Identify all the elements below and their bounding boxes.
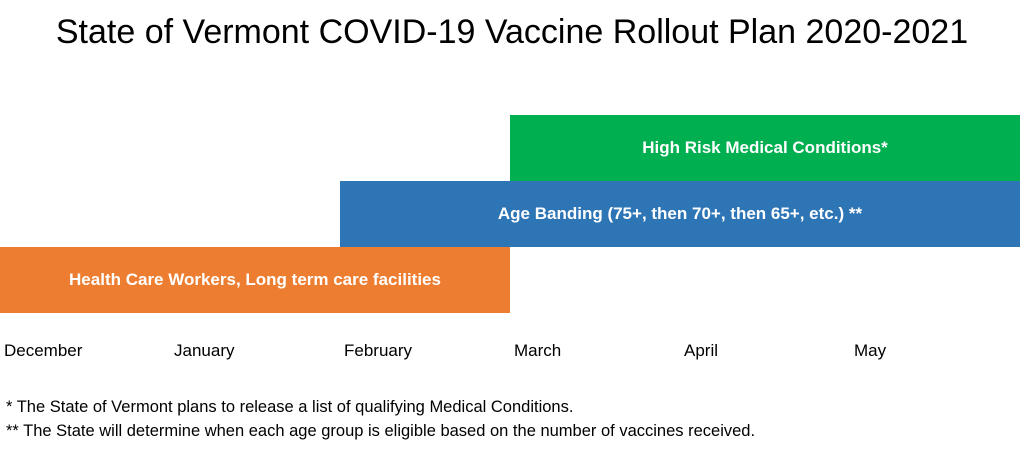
gantt-bar-3: Health Care Workers, Long term care faci…	[0, 247, 510, 313]
x-tick-label-april: April	[684, 341, 719, 360]
footnote-age-groups: ** The State will determine when each ag…	[6, 422, 756, 440]
gantt-chart: High Risk Medical Conditions* Age Banding…	[0, 100, 1024, 330]
x-tick-label-february: February	[344, 341, 413, 360]
x-tick-label-march: March	[514, 341, 562, 360]
gantt-bar-label-2: Age Banding (75+, then 70+, then 65+, et…	[497, 204, 863, 223]
x-tick-label-december: December	[4, 341, 83, 360]
chart-title: State of Vermont COVID-19 Vaccine Rollou…	[55, 13, 969, 51]
footnote-medical-conditions: * The State of Vermont plans to release …	[6, 398, 574, 416]
footnotes: * The State of Vermont plans to release …	[6, 395, 755, 443]
x-tick-label-may: May	[854, 341, 887, 360]
gantt-bar-2: Age Banding (75+, then 70+, then 65+, et…	[340, 181, 1020, 247]
gantt-bar-label-1: High Risk Medical Conditions*	[642, 138, 888, 157]
gantt-bar-1: High Risk Medical Conditions*	[510, 115, 1020, 181]
gantt-bar-label-3: Health Care Workers, Long term care faci…	[69, 270, 441, 289]
x-tick-label-january: January	[174, 341, 235, 360]
